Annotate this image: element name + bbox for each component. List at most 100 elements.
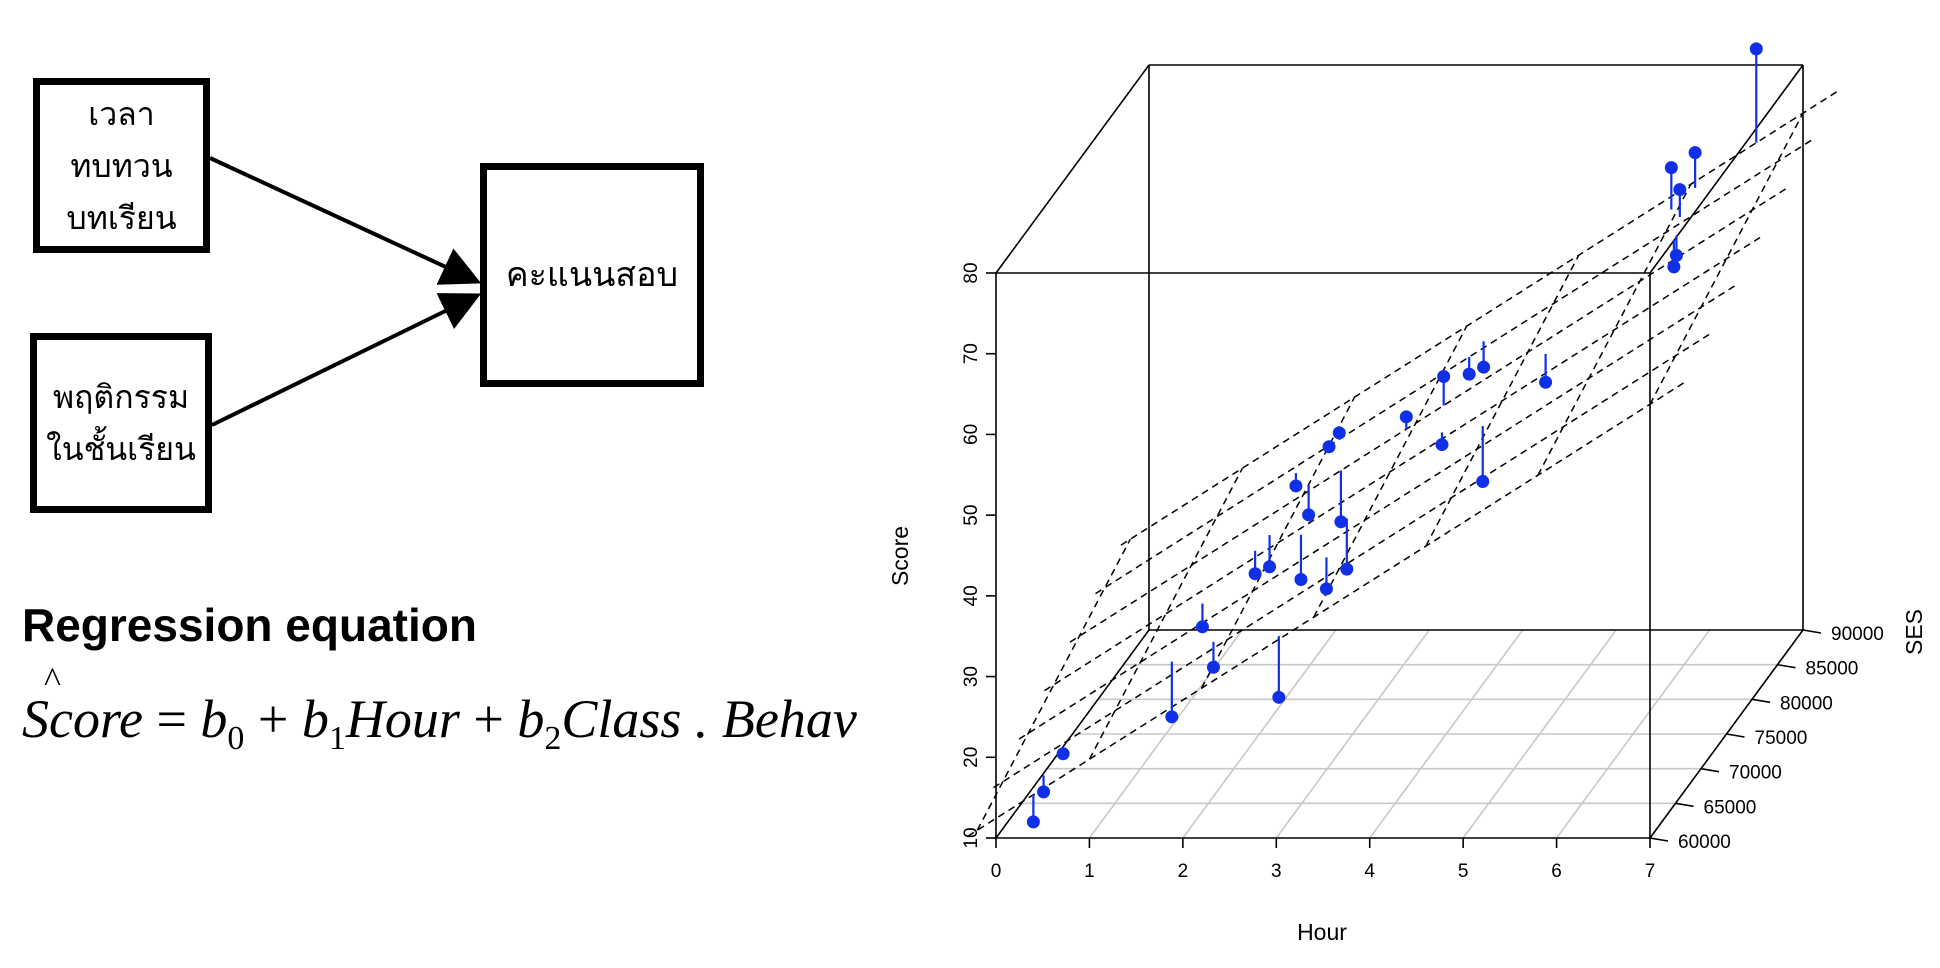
axis-labels: Hour SES Score — [887, 526, 1927, 945]
node-exam-score: คะแนนสอบ — [480, 163, 704, 387]
x-tick-label: 7 — [1645, 861, 1656, 882]
arrow-behavior-to-score — [211, 293, 482, 427]
plane-line-ses — [1095, 137, 1816, 595]
box-edge — [995, 629, 1150, 839]
formula-b2-sub: 2 — [544, 719, 562, 757]
data-point — [1272, 690, 1286, 704]
node-class-behavior-label: พฤติกรรม ในชั้นเรียน — [46, 371, 196, 475]
data-point — [1462, 367, 1476, 381]
y-tick-label: 65000 — [1704, 797, 1757, 818]
plane-line-hour — [1537, 183, 1692, 476]
y-tick-label: 75000 — [1755, 728, 1808, 749]
data-point — [1322, 440, 1336, 454]
x-tick-label: 2 — [1178, 861, 1189, 882]
y-tick-label: 85000 — [1806, 659, 1859, 680]
plane-line-ses — [1120, 88, 1841, 546]
node-study-time-line-3: บทเรียน — [66, 198, 177, 237]
formula-term-hour: Hour — [345, 689, 460, 749]
y-tick-label: 80000 — [1780, 693, 1833, 714]
data-point — [1165, 710, 1179, 724]
y-tick-mark — [1751, 698, 1771, 704]
formula-b1: b — [301, 689, 329, 749]
data-point — [1319, 582, 1333, 596]
node-study-time-line-2: ทบทวน — [70, 146, 173, 185]
formula-b0: b — [200, 689, 228, 749]
z-axis-label: Score — [887, 526, 913, 586]
node-study-time-label: เวลา ทบทวน บทเรียน — [66, 88, 176, 244]
x-tick-label: 1 — [1084, 861, 1095, 882]
data-point — [1332, 426, 1346, 440]
data-point — [1248, 567, 1262, 581]
plane-line-ses — [1044, 234, 1765, 692]
data-point — [1289, 479, 1303, 493]
y-tick-mark — [1649, 837, 1669, 842]
z-tick-label: 30 — [961, 666, 982, 687]
data-points — [1026, 42, 1763, 829]
z-tick-label: 20 — [961, 747, 982, 768]
y-tick-label: 90000 — [1831, 624, 1884, 645]
y-tick-mark — [1675, 802, 1694, 808]
x-tick-label: 0 — [991, 861, 1002, 882]
node-study-time: เวลา ทบทวน บทเรียน — [33, 78, 210, 253]
data-point — [1477, 360, 1491, 374]
data-point — [1437, 369, 1451, 383]
equation-title: Regression equation — [22, 599, 477, 651]
z-tick-label: 40 — [961, 585, 982, 606]
data-point — [1263, 560, 1277, 574]
data-point — [1399, 410, 1413, 424]
formula-equals: = — [156, 689, 187, 749]
data-point — [1673, 183, 1687, 197]
formula-b2: b — [517, 689, 545, 749]
formula-term-class-behavior: Class . Behav — [561, 689, 857, 749]
y-tick-mark — [1777, 663, 1796, 669]
data-point — [1688, 146, 1702, 160]
data-point — [1435, 438, 1449, 452]
data-point — [1667, 260, 1681, 274]
z-tick-label: 80 — [961, 262, 982, 283]
data-point — [1206, 660, 1220, 674]
formula-b1-sub: 1 — [328, 719, 346, 757]
plane-line-hour — [1200, 396, 1356, 689]
data-point — [1294, 573, 1308, 587]
z-tick-label: 10 — [961, 827, 982, 848]
formula-plus-2: + — [473, 689, 504, 749]
plane-line-hour — [1649, 112, 1804, 405]
plane-line-ses — [967, 379, 1688, 837]
plane-line-ses — [1018, 282, 1739, 740]
x-tick-label: 3 — [1271, 861, 1282, 882]
formula-lhs: Score — [22, 689, 143, 749]
plane-line-hour — [1312, 325, 1468, 618]
formula-b0-sub: 0 — [227, 719, 245, 757]
plane-line-hour — [1088, 467, 1244, 760]
y-tick-mark — [1726, 733, 1745, 738]
node-class-behavior-line-2: ในชั้นเรียน — [46, 430, 196, 468]
node-study-time-line-1: เวลา — [88, 94, 155, 133]
y-tick-mark — [1802, 629, 1822, 634]
plane-line-hour — [976, 538, 1131, 831]
data-point — [1664, 161, 1678, 175]
data-point — [1539, 375, 1553, 389]
y-tick-label: 70000 — [1729, 763, 1782, 784]
formula-plus-1: + — [257, 689, 289, 749]
data-point — [1669, 248, 1683, 262]
y-tick-mark — [1700, 767, 1720, 773]
chart-box — [995, 64, 1804, 839]
floor-grid — [1021, 629, 1778, 839]
data-point — [1302, 508, 1316, 522]
node-class-behavior: พฤติกรรม ในชั้นเรียน — [30, 333, 212, 513]
point-stems — [1032, 48, 1758, 822]
z-tick-label: 70 — [961, 343, 982, 364]
regression-formula: Score = b0 + b1Hour + b2Class . Behav — [22, 688, 857, 758]
x-tick-label: 5 — [1458, 861, 1469, 882]
data-point — [1056, 747, 1070, 761]
z-tick-label: 50 — [961, 505, 982, 526]
diagram-arrows — [209, 156, 482, 427]
arrow-study-to-score — [209, 156, 482, 285]
axis-ticks: 0 1 2 3 4 5 6 7 60000 65000 70000 75000 80000 85000 90… — [961, 262, 1884, 882]
data-point — [1195, 620, 1209, 634]
node-class-behavior-line-1: พฤติกรรม — [52, 378, 190, 416]
data-point — [1340, 562, 1354, 576]
y-tick-label: 60000 — [1678, 832, 1731, 853]
x-tick-label: 4 — [1364, 861, 1375, 882]
